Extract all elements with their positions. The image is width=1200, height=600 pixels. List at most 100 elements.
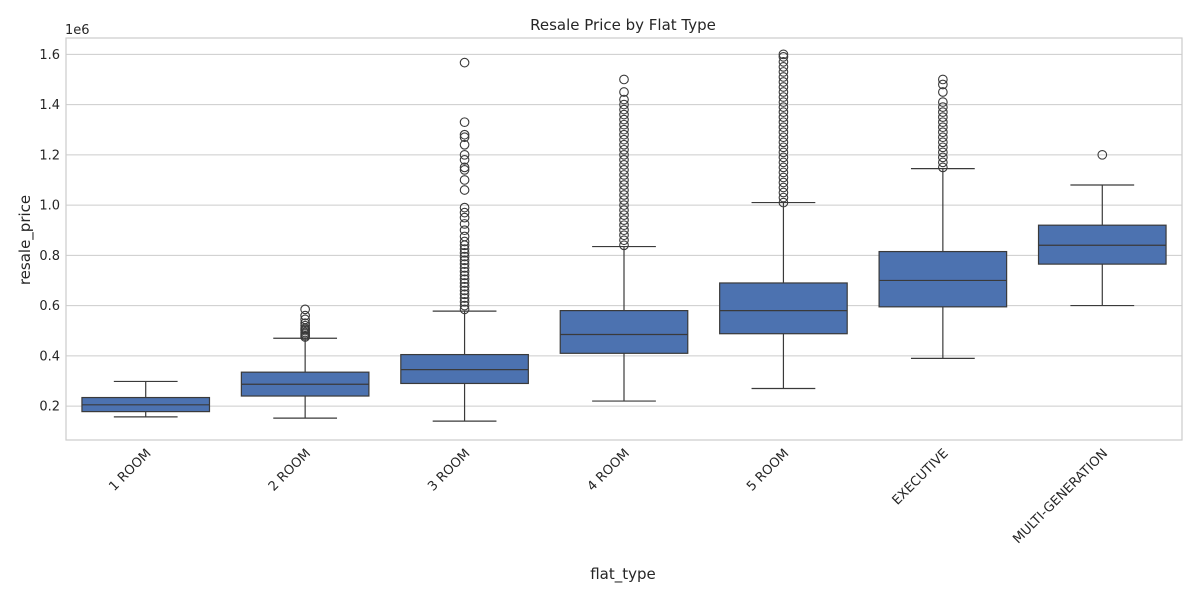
outlier-point <box>938 142 948 153</box>
outlier-point <box>459 231 470 242</box>
outlier-point <box>938 152 948 163</box>
outlier-point <box>459 132 470 143</box>
outlier-point <box>938 117 948 128</box>
outlier-point <box>778 62 789 72</box>
outlier-point <box>459 155 470 165</box>
outlier-point <box>778 162 789 173</box>
outlier-point <box>619 129 629 140</box>
outlier-point <box>459 255 470 266</box>
box-multi-generation <box>1037 149 1167 307</box>
outlier-point <box>619 170 629 180</box>
outlier-point <box>938 102 948 112</box>
outlier-point <box>778 147 789 158</box>
outlier-point <box>459 212 470 223</box>
outlier-point <box>778 107 789 117</box>
outlier-point <box>938 137 948 148</box>
outlier-point <box>459 185 470 195</box>
outlier-point <box>778 182 789 193</box>
outlier-point <box>459 162 470 173</box>
outlier-point <box>619 114 629 125</box>
outlier-point <box>778 192 789 203</box>
outlier-point <box>938 122 948 133</box>
outlier-point <box>778 137 789 148</box>
outlier-point <box>778 142 789 153</box>
outlier-point <box>778 157 789 168</box>
outlier-point <box>778 87 789 97</box>
outlier-point <box>619 160 629 170</box>
outlier-point <box>459 293 470 303</box>
outlier-point <box>778 167 789 178</box>
iqr-box <box>559 310 689 354</box>
outlier-point <box>619 87 629 97</box>
outlier-point <box>619 210 629 220</box>
outlier-point <box>619 220 629 231</box>
outlier-point <box>619 180 629 190</box>
outlier-point <box>778 132 789 143</box>
outlier-point <box>938 157 948 168</box>
outlier-point <box>778 102 789 112</box>
outlier-point <box>778 172 789 183</box>
iqr-box <box>400 353 529 385</box>
y-tick-label: 0.6 <box>39 299 60 314</box>
outlier-point <box>619 190 629 200</box>
outlier-point <box>619 119 629 130</box>
box-1-room <box>81 380 211 418</box>
outlier-point <box>619 240 629 251</box>
outlier-point <box>459 300 470 311</box>
y-tick-label: 0.8 <box>39 249 60 264</box>
outlier-point <box>300 314 310 325</box>
outlier-point <box>938 112 948 122</box>
outlier-point <box>459 251 470 262</box>
outlier-point <box>459 278 470 288</box>
y-tick-label: 1.2 <box>39 148 60 163</box>
outlier-point <box>778 49 789 60</box>
outlier-point <box>619 144 629 155</box>
outlier-point <box>459 236 470 247</box>
outlier-point <box>778 152 789 163</box>
box-4-room <box>559 74 689 402</box>
outlier-point <box>459 165 470 175</box>
outlier-point <box>778 57 789 67</box>
outlier-point <box>459 263 470 273</box>
outlier-point <box>300 318 310 329</box>
outlier-point <box>619 175 629 185</box>
outlier-point <box>459 57 470 68</box>
outlier-point <box>459 274 470 285</box>
outlier-point <box>459 281 470 292</box>
outlier-point <box>619 225 629 236</box>
outlier-point <box>619 109 629 120</box>
outlier-point <box>619 94 629 105</box>
outlier-point <box>938 127 948 138</box>
x-tick-label: EXECUTIVE <box>890 446 952 508</box>
outlier-point <box>778 92 789 102</box>
y-offset-label: 1e6 <box>65 23 90 38</box>
outlier-point <box>938 97 948 107</box>
outlier-point <box>1097 149 1108 160</box>
outlier-point <box>459 117 470 128</box>
outlier-point <box>459 225 470 236</box>
outlier-point <box>459 270 470 281</box>
outlier-point <box>459 266 470 277</box>
x-tick-label: 1 ROOM <box>106 446 154 494</box>
iqr-box <box>1037 224 1167 265</box>
outlier-point <box>459 289 470 300</box>
outlier-point <box>619 124 629 135</box>
box-executive <box>878 74 1008 359</box>
outlier-point <box>938 132 948 143</box>
outlier-point <box>459 175 470 185</box>
outlier-point <box>619 230 629 241</box>
outlier-point <box>938 74 948 85</box>
outlier-point <box>619 104 629 115</box>
box-2-room <box>240 304 370 419</box>
outlier-point <box>459 139 470 150</box>
outlier-point <box>778 117 789 128</box>
outlier-point <box>778 67 789 77</box>
outlier-point <box>619 149 629 160</box>
outlier-point <box>459 207 470 218</box>
outlier-point <box>619 205 629 215</box>
outlier-point <box>619 155 629 165</box>
outlier-point <box>778 122 789 133</box>
outlier-point <box>459 259 470 269</box>
chart-title: Resale Price by Flat Type <box>530 16 716 34</box>
